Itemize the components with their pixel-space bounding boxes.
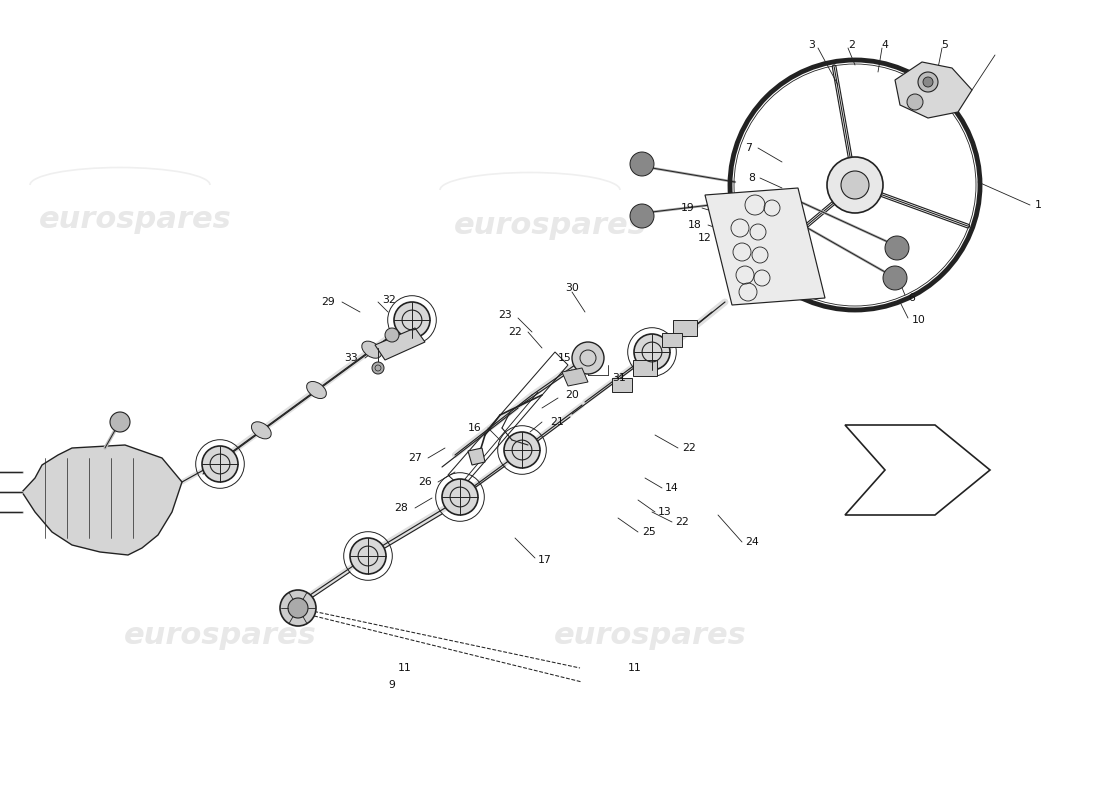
Text: 21: 21 — [550, 417, 563, 427]
Text: 1: 1 — [1035, 200, 1042, 210]
Text: 9: 9 — [388, 680, 395, 690]
Text: 27: 27 — [408, 453, 422, 463]
Circle shape — [280, 590, 316, 626]
Text: 12: 12 — [698, 233, 712, 243]
Polygon shape — [632, 360, 657, 376]
Circle shape — [630, 152, 654, 176]
Text: 6: 6 — [908, 293, 915, 303]
Polygon shape — [468, 448, 485, 465]
Text: 5: 5 — [942, 40, 948, 50]
Text: eurospares: eurospares — [39, 206, 231, 234]
Polygon shape — [375, 328, 425, 360]
Text: 17: 17 — [538, 555, 552, 565]
Text: 22: 22 — [508, 327, 522, 337]
Text: 20: 20 — [565, 390, 579, 400]
Circle shape — [918, 72, 938, 92]
Circle shape — [883, 266, 908, 290]
Text: 22: 22 — [675, 517, 689, 527]
Circle shape — [385, 328, 399, 342]
Text: eurospares: eurospares — [453, 210, 647, 239]
Text: 10: 10 — [912, 315, 926, 325]
Circle shape — [394, 302, 430, 338]
Text: 19: 19 — [681, 203, 695, 213]
Text: 7: 7 — [745, 143, 752, 153]
Text: 2: 2 — [848, 40, 856, 50]
Polygon shape — [705, 188, 825, 305]
Text: 15: 15 — [558, 353, 572, 363]
Circle shape — [372, 362, 384, 374]
Text: 18: 18 — [689, 220, 702, 230]
Polygon shape — [895, 62, 972, 118]
Text: 8: 8 — [748, 173, 755, 183]
Circle shape — [630, 204, 654, 228]
Circle shape — [923, 77, 933, 87]
Circle shape — [827, 157, 883, 213]
Polygon shape — [562, 368, 588, 386]
Text: 31: 31 — [612, 373, 626, 383]
Text: 13: 13 — [658, 507, 672, 517]
Text: 11: 11 — [398, 663, 411, 673]
Text: 32: 32 — [382, 295, 396, 305]
Circle shape — [572, 342, 604, 374]
Text: 23: 23 — [498, 310, 512, 320]
Text: 28: 28 — [394, 503, 408, 513]
Circle shape — [110, 412, 130, 432]
Polygon shape — [612, 378, 632, 392]
Text: 25: 25 — [642, 527, 656, 537]
Text: 3: 3 — [808, 40, 815, 50]
Text: 22: 22 — [682, 443, 695, 453]
Text: 29: 29 — [321, 297, 336, 307]
Circle shape — [288, 598, 308, 618]
Text: 14: 14 — [666, 483, 679, 493]
Text: 26: 26 — [418, 477, 432, 487]
Text: eurospares: eurospares — [553, 621, 747, 650]
Circle shape — [350, 538, 386, 574]
Polygon shape — [22, 445, 182, 555]
Text: 24: 24 — [745, 537, 759, 547]
Polygon shape — [673, 320, 697, 336]
Circle shape — [202, 446, 238, 482]
Ellipse shape — [252, 422, 272, 439]
Circle shape — [504, 432, 540, 468]
Text: 11: 11 — [628, 663, 641, 673]
Text: 30: 30 — [565, 283, 579, 293]
Circle shape — [634, 334, 670, 370]
Ellipse shape — [307, 382, 327, 398]
Text: 33: 33 — [344, 353, 358, 363]
Circle shape — [442, 479, 478, 515]
Circle shape — [908, 94, 923, 110]
Ellipse shape — [362, 341, 382, 358]
Text: eurospares: eurospares — [123, 621, 317, 650]
Text: 16: 16 — [469, 423, 482, 433]
Circle shape — [842, 171, 869, 199]
Circle shape — [886, 236, 909, 260]
Polygon shape — [662, 333, 682, 347]
Text: 4: 4 — [881, 40, 889, 50]
